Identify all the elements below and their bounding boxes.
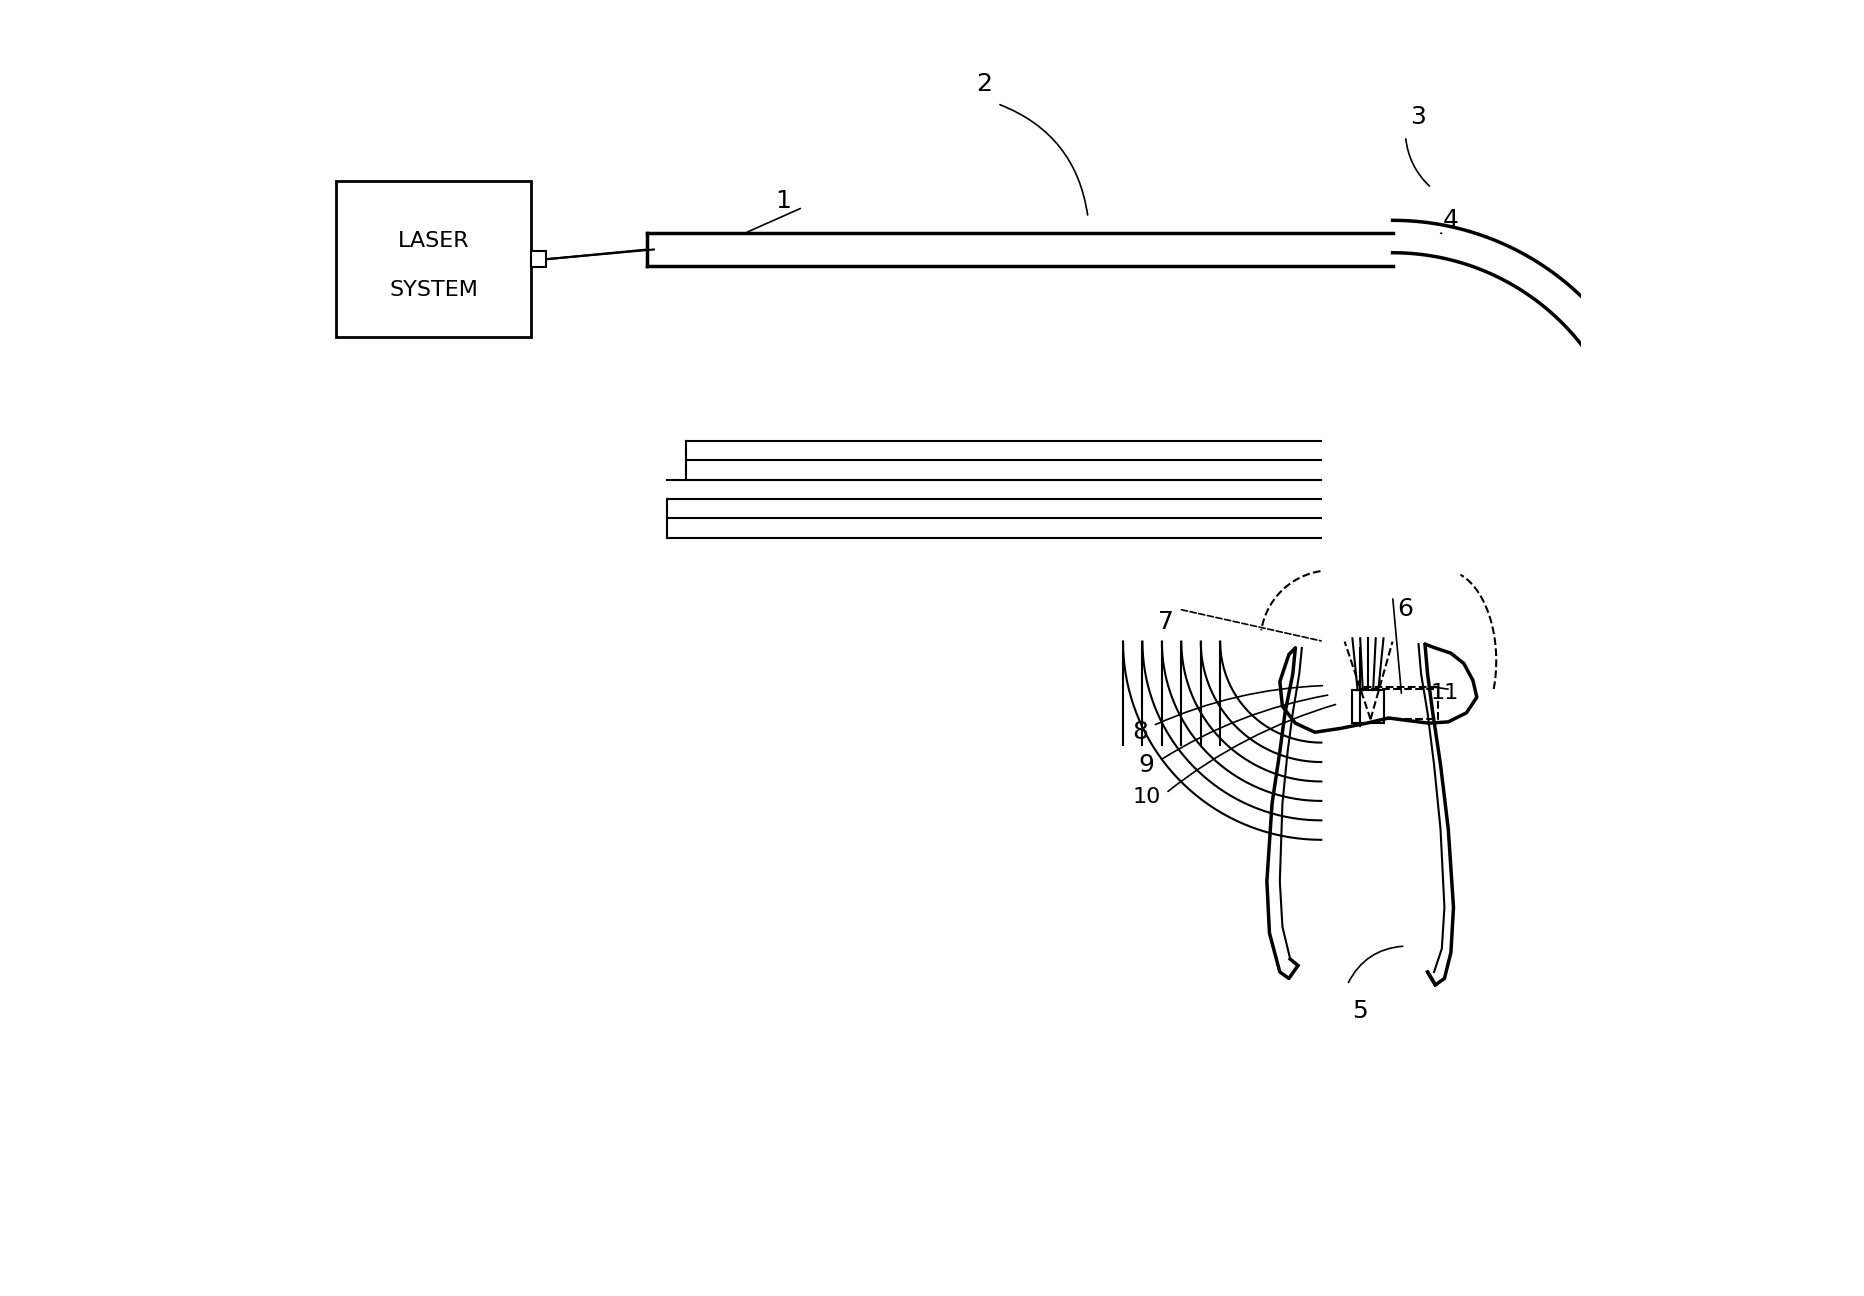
Text: 3: 3 [1409,105,1426,128]
Text: 6: 6 [1396,597,1413,621]
Bar [1359,687,1437,719]
Text: 11: 11 [1430,683,1458,704]
Text: 5: 5 [1351,999,1368,1023]
Text: 7: 7 [1158,610,1172,634]
Text: 4: 4 [1443,209,1458,232]
Text: 1: 1 [775,189,790,213]
Text: 8: 8 [1131,721,1146,744]
Text: LASER: LASER [397,231,470,250]
Text: 10: 10 [1131,787,1159,807]
FancyBboxPatch shape [336,181,531,337]
Bar [1351,689,1383,723]
Text: 9: 9 [1137,753,1154,776]
Text: SYSTEM: SYSTEM [390,280,477,301]
Bar [531,251,546,267]
Text: 2: 2 [977,73,992,96]
